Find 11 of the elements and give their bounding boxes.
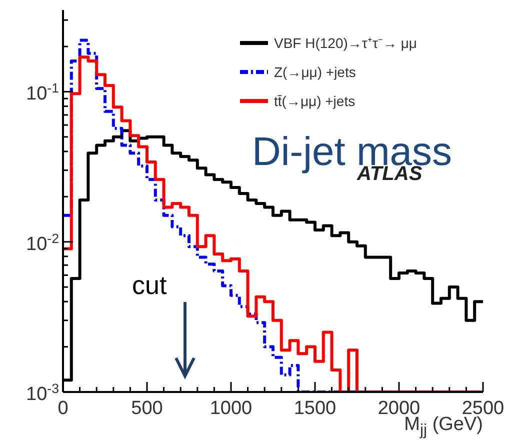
x-tick-label: 0 bbox=[58, 398, 68, 419]
y-tick-label: 10$^{-2}$ bbox=[26, 230, 59, 255]
annotation: cut bbox=[132, 270, 167, 301]
legend-label: tt̄(→μμ) +jets bbox=[274, 92, 356, 108]
x-tick-label: 1000 bbox=[210, 398, 252, 419]
x-tick-label: 500 bbox=[131, 398, 163, 419]
x-tick-label: 1500 bbox=[294, 398, 336, 419]
y-tick-label: 10$^{-3}$ bbox=[26, 380, 59, 405]
legend-label: Z(→μμ) +jets bbox=[274, 64, 356, 80]
legend-label: VBF H(120)→τ⁺τ⁻→ μμ bbox=[274, 34, 417, 52]
y-tick-label: 10$^{-1}$ bbox=[26, 80, 59, 105]
